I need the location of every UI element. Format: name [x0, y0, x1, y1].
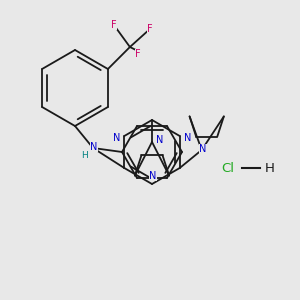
Text: H: H	[82, 152, 88, 160]
Text: F: F	[111, 20, 117, 30]
Text: N: N	[149, 171, 157, 181]
Text: N: N	[184, 133, 191, 143]
Text: N: N	[90, 142, 98, 152]
Text: H: H	[265, 161, 275, 175]
Text: N: N	[199, 144, 206, 154]
Text: N: N	[112, 133, 120, 143]
Text: F: F	[147, 24, 153, 34]
Text: Cl: Cl	[221, 161, 235, 175]
Text: F: F	[135, 49, 141, 59]
Text: N: N	[156, 135, 164, 145]
